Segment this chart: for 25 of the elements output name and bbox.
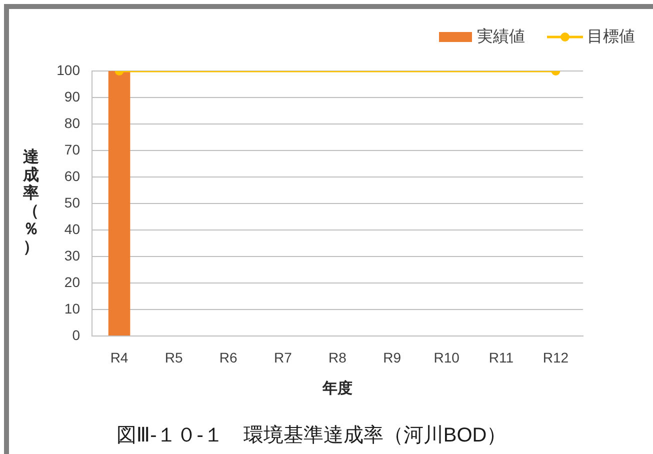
x-tick-label: R4 (110, 349, 128, 366)
x-axis-title: 年度 (322, 379, 352, 398)
legend-label: 目標値 (587, 27, 635, 46)
x-tick-label: R9 (383, 349, 402, 366)
y-tick-label: 30 (64, 247, 80, 264)
x-tick-label: R5 (164, 349, 183, 366)
x-tick-label: R6 (219, 349, 238, 366)
y-tick-label: 50 (64, 194, 80, 210)
legend-label: 実績値 (477, 27, 525, 46)
x-tick-label: R7 (274, 349, 292, 366)
y-tick-label: 90 (64, 88, 80, 104)
y-axis-title: 達成率（％） (22, 147, 40, 256)
y-tick-label: 70 (64, 141, 80, 158)
y-tick-label: 10 (64, 300, 80, 316)
x-tick-label: R11 (488, 349, 514, 366)
y-tick-label: 100 (56, 62, 80, 78)
x-tick-label: R12 (542, 349, 569, 366)
x-tick-label: R8 (328, 349, 347, 366)
y-tick-label: 40 (64, 220, 80, 237)
y-tick-label: 80 (64, 114, 80, 131)
text: 図Ⅲ-１０-１ 環境基準達成率（河川BOD） (116, 424, 507, 447)
y-tick-label: 0 (72, 326, 80, 343)
x-tick-label: R10 (434, 349, 460, 366)
y-tick-label: 20 (64, 274, 80, 290)
y-tick-label: 60 (64, 168, 80, 184)
